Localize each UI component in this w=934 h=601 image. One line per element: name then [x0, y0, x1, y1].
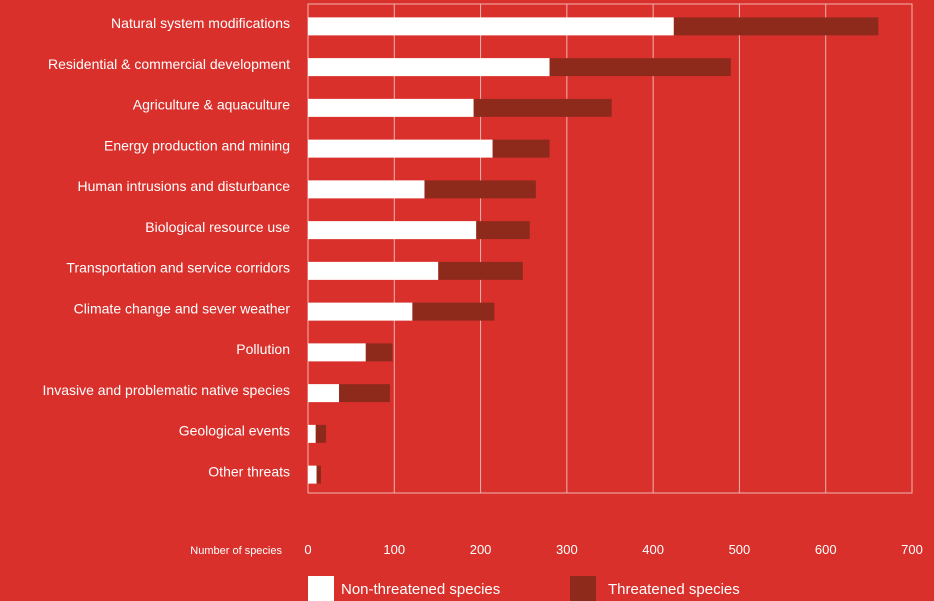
x-axis-ticks: 0 100 200 300 400 500 600 700 — [304, 542, 922, 557]
x-tick-label: 700 — [901, 542, 923, 557]
bar-non-threatened — [308, 384, 340, 403]
category-label: Climate change and sever weather — [74, 300, 291, 316]
bar-non-threatened — [308, 98, 474, 117]
bar-threatened — [473, 98, 612, 117]
category-label: Natural system modifications — [111, 15, 290, 31]
bar-non-threatened — [308, 424, 316, 443]
gridlines — [307, 3, 913, 494]
category-label: Biological resource use — [145, 219, 290, 235]
category-label: Other threats — [208, 463, 290, 479]
bar-non-threatened — [308, 139, 493, 158]
x-tick-label: 300 — [556, 542, 578, 557]
legend-label: Non-threatened species — [341, 581, 500, 598]
bar-non-threatened — [308, 17, 674, 36]
bar-non-threatened — [308, 261, 439, 280]
category-label: Pollution — [236, 341, 290, 357]
legend-swatch — [308, 576, 334, 601]
x-tick-label: 0 — [304, 542, 311, 557]
bar-threatened — [412, 302, 495, 321]
bar-non-threatened — [308, 302, 413, 321]
bar-threatened — [424, 180, 536, 199]
bar-threatened — [438, 261, 523, 280]
bar-non-threatened — [308, 465, 317, 484]
x-tick-label: 100 — [383, 542, 405, 557]
bar-threatened — [316, 465, 321, 484]
bar-threatened — [365, 343, 393, 362]
bar-non-threatened — [308, 221, 477, 240]
bar-non-threatened — [308, 343, 366, 362]
bar-non-threatened — [308, 58, 550, 77]
x-tick-label: 600 — [815, 542, 837, 557]
x-tick-label: 400 — [642, 542, 664, 557]
bars — [308, 17, 879, 484]
category-label: Geological events — [179, 423, 290, 439]
bar-threatened — [315, 424, 327, 443]
category-label: Residential & commercial development — [48, 56, 290, 72]
plot-frame — [307, 3, 913, 494]
bar-threatened — [339, 384, 390, 403]
x-tick-label: 200 — [470, 542, 492, 557]
bar-threatened — [549, 58, 731, 77]
bar-threatened — [492, 139, 550, 158]
category-label: Transportation and service corridors — [66, 260, 290, 276]
bar-threatened — [673, 17, 879, 36]
legend: Non-threatened species Threatened species — [308, 576, 740, 601]
legend-label: Threatened species — [608, 581, 740, 598]
x-tick-label: 500 — [729, 542, 751, 557]
bar-threatened — [476, 221, 530, 240]
legend-swatch — [570, 576, 596, 601]
category-label: Energy production and mining — [104, 137, 290, 153]
x-axis-title: Number of species — [190, 545, 282, 557]
category-label: Agriculture & aquaculture — [133, 97, 290, 113]
category-label: Human intrusions and disturbance — [78, 178, 291, 194]
category-label: Invasive and problematic native species — [43, 382, 290, 398]
bar-non-threatened — [308, 180, 425, 199]
category-labels: Natural system modifications Residential … — [43, 15, 291, 479]
